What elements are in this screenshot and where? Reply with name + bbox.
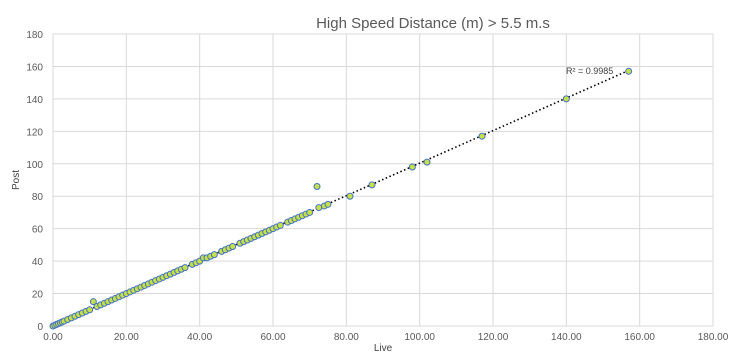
y-tick-label: 120	[26, 127, 43, 138]
x-tick-label: 40.00	[187, 332, 212, 343]
y-tick-label: 160	[26, 62, 43, 73]
x-tick-label: 180.00	[698, 332, 729, 343]
gridlines	[52, 33, 714, 327]
data-point	[324, 200, 332, 208]
y-tick-label: 40	[32, 257, 44, 268]
data-point	[368, 181, 376, 189]
data-point	[229, 243, 237, 251]
x-tick-label: 120.00	[478, 332, 509, 343]
y-tick-label: 180	[26, 30, 43, 41]
tick-labels: 0.00 20.00 40.00 60.00 80.00 100.00 120.00 140.…	[26, 30, 728, 343]
x-tick-label: 0.00	[43, 332, 63, 343]
data-point	[562, 95, 570, 103]
y-tick-label: 80	[32, 192, 44, 203]
data-point	[306, 208, 314, 216]
data-point	[276, 221, 284, 229]
x-tick-label: 160.00	[624, 332, 655, 343]
x-axis-label: Live	[374, 343, 393, 354]
data-point	[625, 67, 633, 75]
data-points	[49, 67, 633, 330]
data-point	[408, 163, 416, 171]
r-squared-label: R² = 0.9985	[566, 66, 613, 76]
y-tick-label: 60	[32, 225, 44, 236]
x-tick-label: 20.00	[114, 332, 139, 343]
data-point	[86, 306, 94, 314]
data-point	[181, 264, 189, 272]
y-axis-label: Post	[11, 170, 22, 190]
data-point	[423, 158, 431, 166]
chart-title: High Speed Distance (m) > 5.5 m.s	[316, 15, 550, 32]
data-point	[346, 192, 354, 200]
x-tick-label: 100.00	[404, 332, 435, 343]
y-tick-label: 0	[37, 322, 43, 333]
data-point	[89, 298, 97, 306]
y-tick-label: 100	[26, 160, 43, 171]
x-tick-label: 140.00	[551, 332, 582, 343]
x-tick-label: 60.00	[260, 332, 285, 343]
data-point	[210, 251, 218, 259]
data-point	[313, 182, 321, 190]
data-point	[478, 132, 486, 140]
y-tick-label: 140	[26, 95, 43, 106]
y-tick-label: 20	[32, 290, 44, 301]
x-tick-label: 80.00	[334, 332, 359, 343]
